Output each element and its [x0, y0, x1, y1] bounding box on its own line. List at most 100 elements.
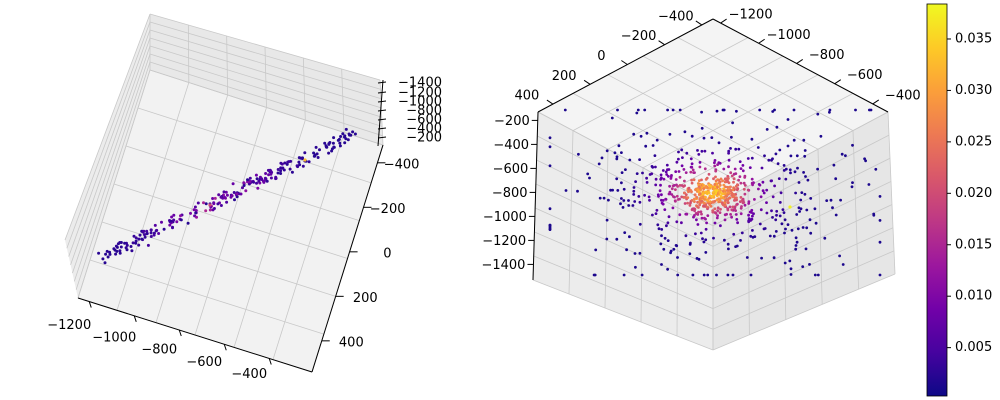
left-data-point	[216, 202, 220, 206]
right-data-point	[684, 171, 688, 175]
right-data-point	[748, 166, 752, 170]
right-data-point	[715, 216, 719, 220]
left-data-point	[204, 202, 208, 206]
right-data-point	[788, 205, 792, 209]
right-data-point	[627, 204, 631, 207]
right-data-point	[781, 208, 785, 212]
right-data-point	[666, 174, 670, 178]
right-data-point	[694, 212, 698, 215]
right-y-tick-mark	[621, 60, 628, 65]
right-data-point	[700, 199, 704, 203]
right-data-point	[721, 189, 725, 193]
left-data-point	[337, 137, 341, 141]
right-data-point	[734, 184, 738, 188]
right-grid-line	[712, 250, 895, 330]
left-data-point	[106, 255, 110, 259]
right-data-point	[651, 165, 655, 169]
right-z-ticks: −200 −400 −600 −800 −1000 −1200 −1400	[481, 114, 538, 273]
right-data-point	[691, 273, 695, 277]
left-data-point	[282, 168, 286, 172]
right-data-point	[713, 164, 717, 168]
left-x-tick-label: −1200	[47, 318, 91, 333]
left-data-point	[225, 193, 229, 197]
right-data-point	[735, 109, 738, 113]
right-data-point	[819, 134, 823, 138]
right-data-point	[684, 193, 688, 197]
right-data-point	[563, 108, 567, 112]
right-data-point	[697, 153, 701, 156]
right-data-point	[633, 252, 637, 255]
left-data-point	[211, 208, 215, 212]
right-grid-line	[712, 111, 889, 206]
right-data-point	[673, 195, 676, 199]
right-data-point	[725, 212, 728, 216]
right-data-point	[690, 181, 694, 185]
right-data-point	[690, 134, 694, 138]
right-data-point	[716, 206, 720, 210]
right-data-point	[738, 175, 742, 179]
right-data-point	[621, 206, 625, 209]
right-data-point	[611, 188, 614, 192]
right-data-point	[644, 144, 648, 148]
left-data-point	[186, 221, 190, 225]
right-data-point	[680, 148, 684, 152]
right-data-point	[668, 184, 671, 188]
left-data-point	[172, 213, 176, 217]
left-data-point	[116, 242, 120, 246]
right-grid-line	[712, 204, 893, 289]
right-grid-line	[572, 37, 749, 131]
left-z-tick-mark	[377, 81, 387, 84]
right-data-point	[648, 198, 651, 202]
right-data-point	[654, 165, 657, 169]
right-grid-line	[572, 93, 749, 187]
right-data-point	[704, 238, 708, 242]
right-data-point	[712, 190, 715, 194]
right-data-point	[706, 273, 710, 277]
right-data-point	[782, 164, 786, 167]
left-grid-line	[187, 24, 190, 83]
right-data-point	[713, 161, 716, 165]
right-data-point	[731, 273, 735, 277]
colorbar-tick-label: 0.030	[955, 83, 992, 98]
left-data-point	[143, 235, 147, 239]
left-data-point	[276, 168, 280, 171]
right-data-point	[746, 157, 750, 160]
right-data-point	[690, 162, 694, 166]
left-data-point	[170, 215, 174, 219]
right-data-point	[674, 244, 678, 247]
right-data-point	[727, 247, 730, 251]
left-data-point	[103, 261, 107, 265]
right-data-point	[778, 201, 782, 204]
right-data-point	[659, 177, 663, 181]
left-x-tick-label: −800	[141, 343, 177, 358]
left-axis-lines	[77, 79, 384, 373]
right-data-point	[662, 247, 666, 251]
left-grid-line	[194, 107, 267, 336]
right-data-point	[671, 108, 675, 112]
right-data-point	[782, 211, 786, 215]
left-data-point	[208, 208, 212, 212]
left-data-point	[138, 233, 142, 237]
right-data-point	[802, 138, 806, 142]
right-data-point	[742, 181, 746, 185]
right-data-point	[681, 156, 684, 160]
right-data-point	[763, 154, 766, 158]
right-data-point	[669, 249, 673, 253]
right-data-point	[804, 247, 808, 251]
right-data-point	[695, 218, 698, 222]
right-data-point	[698, 161, 702, 164]
right-data-point	[638, 222, 642, 226]
right-data-point	[667, 168, 671, 171]
right-x-tick-mark	[796, 59, 803, 64]
right-grid-line	[712, 181, 892, 268]
right-data-point	[660, 234, 663, 238]
left-back-pane	[150, 14, 383, 145]
right-data-point	[677, 150, 680, 154]
right-data-point	[695, 195, 698, 199]
right-data-point	[840, 152, 844, 156]
right-grid-line	[568, 130, 574, 295]
left-z-axis-line	[377, 79, 384, 147]
left-data-point	[303, 151, 307, 155]
right-data-point	[675, 160, 679, 164]
left-data-point	[97, 251, 101, 255]
